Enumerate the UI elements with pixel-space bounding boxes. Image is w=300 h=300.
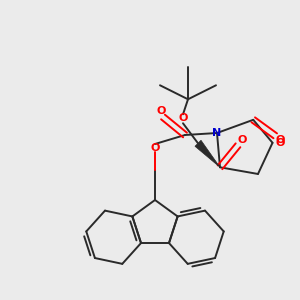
Text: O: O [237, 135, 247, 145]
Text: O: O [276, 138, 285, 148]
Text: O: O [276, 135, 285, 145]
Text: O: O [178, 113, 188, 123]
Text: O: O [156, 106, 166, 116]
Text: N: N [212, 128, 222, 138]
Text: O: O [150, 143, 160, 153]
Polygon shape [195, 140, 220, 167]
